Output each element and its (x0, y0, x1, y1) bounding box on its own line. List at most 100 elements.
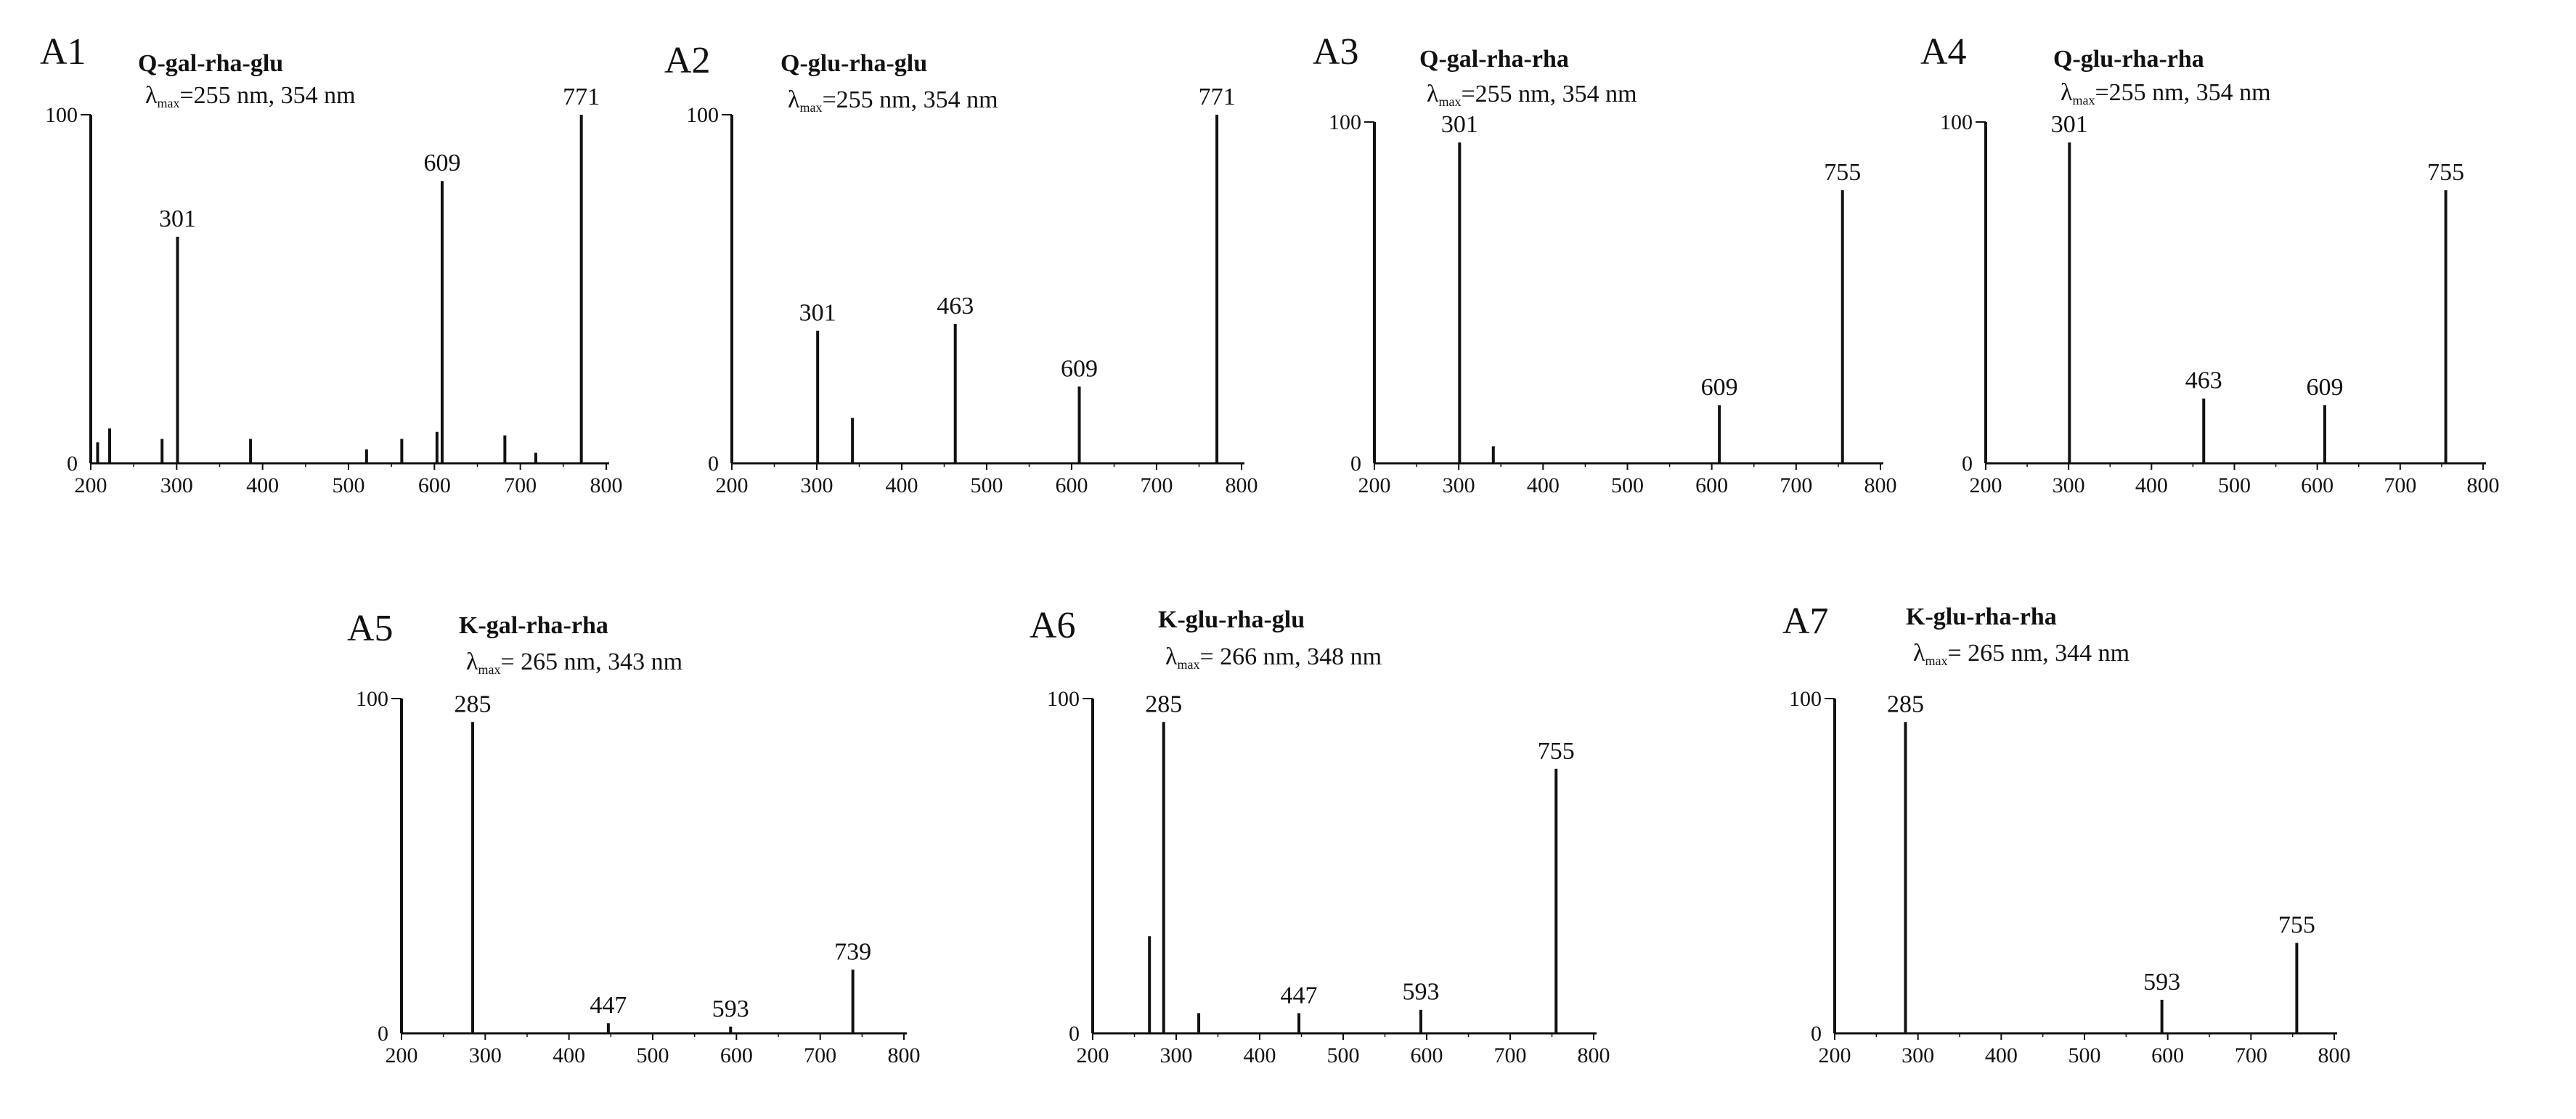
x-tick-label: 200 (75, 473, 107, 497)
compound-title: Q-glu-rha-rha (2053, 46, 2204, 73)
x-tick-label: 500 (637, 1043, 669, 1067)
lambda-subscript: max (1925, 654, 1948, 668)
y-tick-label: 100 (1329, 110, 1361, 134)
peak-label: 301 (799, 300, 836, 327)
x-tick-label: 200 (1970, 473, 2002, 497)
lambda-symbol: λ (1913, 640, 1925, 667)
compound-title: Q-glu-rha-glu (780, 50, 927, 77)
x-tick-label: 200 (716, 473, 749, 497)
x-tick-label: 200 (386, 1043, 418, 1067)
lambda-values: =255 nm, 354 nm (823, 86, 998, 113)
peak-label: 739 (834, 938, 871, 965)
x-tick-label: 400 (1527, 473, 1560, 497)
y-tick-label: 0 (1069, 1022, 1080, 1046)
lambda-max-label: λmax= 265 nm, 344 nm (1913, 640, 2129, 668)
lambda-max-label: λmax=255 nm, 354 nm (145, 82, 356, 110)
peak-label: 463 (2185, 367, 2222, 394)
y-tick-label: 0 (378, 1022, 388, 1046)
lambda-subscript: max (158, 96, 180, 110)
y-tick-label: 0 (1811, 1022, 1822, 1046)
x-tick-label: 200 (1077, 1043, 1109, 1067)
ms-panel-a3: A3 Q-gal-rha-rha λmax=255 nm, 354 nm 200 300… (1313, 31, 1897, 497)
lambda-max-label: λmax=255 nm, 354 nm (2061, 79, 2271, 107)
ms-panel-a4: A4 Q-glu-rha-rha λmax=255 nm, 354 nm 200 300… (1920, 31, 2500, 497)
y-tick-label: 100 (356, 687, 388, 711)
x-tick-label: 800 (2318, 1043, 2351, 1067)
x-tick-label: 400 (1244, 1043, 1276, 1067)
y-tick-label: 0 (1962, 452, 1973, 476)
x-tick-label: 400 (553, 1043, 585, 1067)
x-tick-label: 700 (1780, 473, 1812, 497)
peak-label: 609 (1061, 355, 1098, 382)
x-tick-label: 300 (160, 473, 193, 497)
lambda-symbol: λ (1165, 643, 1178, 670)
x-tick-label: 400 (246, 473, 279, 497)
panel-label: A2 (664, 40, 711, 81)
lambda-max-label: λmax= 266 nm, 348 nm (1165, 643, 1382, 672)
x-tick-label: 500 (1327, 1043, 1360, 1067)
lambda-subscript: max (800, 100, 823, 115)
peak-label: 755 (2427, 159, 2464, 186)
x-tick-label: 600 (1695, 473, 1728, 497)
peak-label: 609 (1701, 374, 1738, 401)
x-tick-label: 600 (418, 473, 451, 497)
lambda-values: = 266 nm, 348 nm (1200, 643, 1382, 670)
y-tick-label: 100 (1789, 687, 1822, 711)
panel-label: A4 (1920, 31, 1967, 73)
peak-label: 463 (937, 293, 974, 320)
x-tick-label: 700 (2384, 473, 2416, 497)
lambda-values: = 265 nm, 343 nm (501, 648, 683, 675)
panel-label: A6 (1030, 605, 1076, 646)
peak-label: 593 (712, 996, 749, 1022)
x-tick-label: 300 (1902, 1043, 1934, 1067)
panel-label: A3 (1313, 31, 1359, 73)
x-tick-label: 800 (1226, 473, 1258, 497)
panel-label: A1 (40, 31, 86, 73)
compound-title: Q-gal-rha-rha (1419, 46, 1569, 73)
lambda-subscript: max (1178, 657, 1200, 672)
lambda-symbol: λ (2061, 79, 2073, 106)
compound-title: Q-gal-rha-glu (138, 50, 283, 77)
x-tick-label: 400 (886, 473, 918, 497)
x-tick-label: 400 (1985, 1043, 2018, 1067)
y-tick-label: 100 (686, 103, 719, 127)
peak-label: 771 (563, 84, 600, 110)
compound-title: K-gal-rha-rha (459, 612, 608, 639)
y-tick-label: 0 (67, 452, 78, 476)
lambda-values: =255 nm, 354 nm (2095, 79, 2271, 106)
x-tick-label: 800 (590, 473, 623, 497)
peak-label: 301 (2051, 111, 2088, 138)
peak-label: 755 (2278, 912, 2315, 939)
x-tick-label: 800 (2467, 473, 2500, 497)
peak-label: 301 (1441, 111, 1478, 138)
x-tick-label: 700 (804, 1043, 836, 1067)
x-tick-label: 700 (2235, 1043, 2267, 1067)
x-tick-label: 800 (888, 1043, 921, 1067)
y-tick-label: 100 (1047, 687, 1080, 711)
peak-label: 593 (2143, 969, 2180, 996)
lambda-max-label: λmax=255 nm, 354 nm (788, 86, 998, 115)
x-tick-label: 300 (2053, 473, 2085, 497)
lambda-values: = 265 nm, 344 nm (1948, 640, 2130, 667)
x-tick-label: 300 (801, 473, 833, 497)
x-tick-label: 500 (971, 473, 1003, 497)
x-tick-label: 300 (1443, 473, 1475, 497)
x-tick-label: 700 (504, 473, 537, 497)
x-tick-label: 800 (1864, 473, 1897, 497)
x-tick-label: 600 (2151, 1043, 2184, 1067)
lambda-subscript: max (478, 662, 501, 677)
peak-label: 285 (1887, 691, 1924, 717)
x-tick-label: 800 (1578, 1043, 1610, 1067)
x-tick-label: 600 (1411, 1043, 1443, 1067)
compound-title: K-glu-rha-glu (1158, 606, 1305, 633)
lambda-max-label: λmax=255 nm, 354 nm (1427, 81, 1637, 109)
peak-label: 755 (1538, 738, 1575, 765)
y-tick-label: 100 (1940, 110, 1973, 134)
ms-panel-a2: A2 Q-glu-rha-glu λmax=255 nm, 354 nm 200 300… (664, 40, 1258, 497)
peak-label: 285 (455, 691, 492, 717)
peak-label: 447 (1281, 982, 1318, 1009)
x-tick-label: 300 (1160, 1043, 1193, 1067)
x-tick-label: 600 (1056, 473, 1088, 497)
